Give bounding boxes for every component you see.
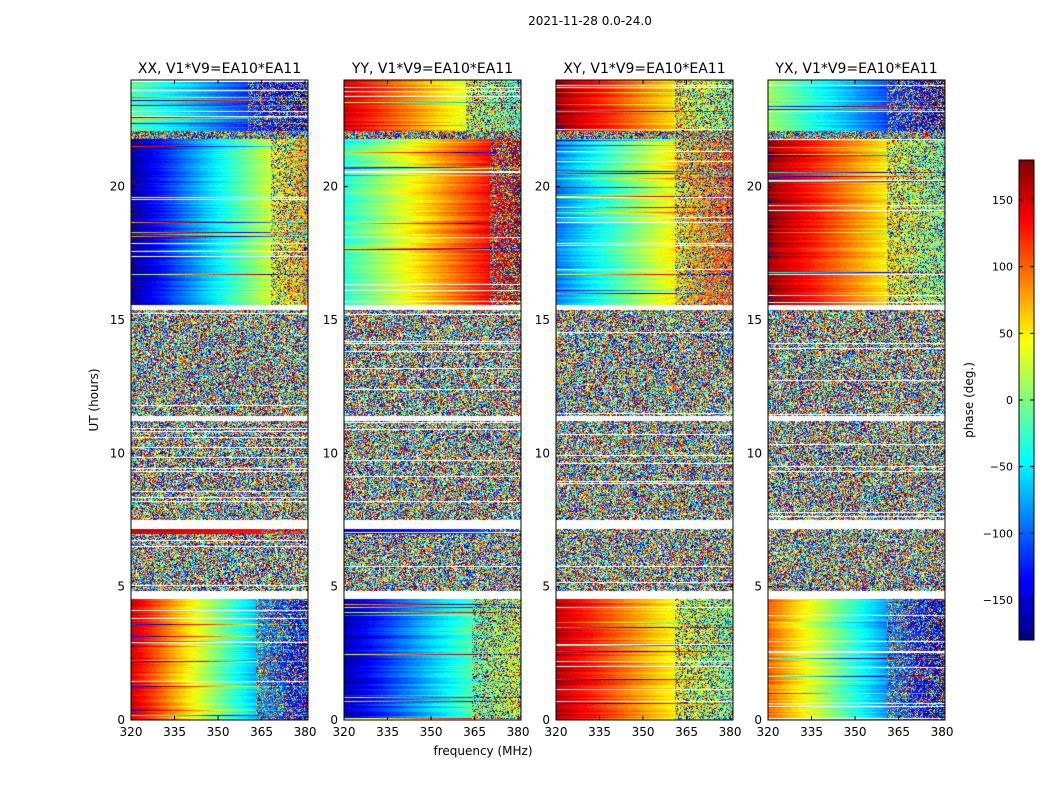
y-tick-label: 10 [535, 446, 550, 460]
panel-title-yy: YY, V1*V9=EA10*EA11 [351, 61, 513, 77]
x-tick-label: 320 [333, 725, 356, 739]
colorbar-tick-label: 100 [992, 261, 1013, 274]
colorbar: −150 −100 −50 0 50 100 150 phase (deg.) [962, 159, 1035, 641]
y-tick-label: 15 [323, 313, 338, 327]
y-tick-label: 20 [323, 180, 338, 194]
colorbar-tick-label: 50 [999, 327, 1013, 340]
y-tick-label: 5 [117, 580, 125, 594]
panel-title-xx: XX, V1*V9=EA10*EA11 [138, 61, 301, 77]
y-tick-label: 10 [110, 446, 125, 460]
colorbar-tick-label: −100 [983, 527, 1013, 540]
x-tick-label: 335 [376, 725, 399, 739]
y-tick-label: 0 [754, 713, 762, 727]
x-tick-label: 350 [632, 725, 655, 739]
panel-frame-xy [555, 79, 734, 721]
heatmap-image-yy [344, 80, 521, 720]
colorbar-tick-label: 150 [992, 194, 1013, 207]
x-tick-label: 335 [588, 725, 611, 739]
x-tick-label: 380 [931, 725, 954, 739]
y-tick-label: 10 [323, 446, 338, 460]
x-tick-label: 380 [294, 725, 317, 739]
y-tick-label: 15 [110, 313, 125, 327]
panel-xy: XY, V1*V9=EA10*EA11 320 335 350 365 380 0 5 10 15… [535, 61, 742, 739]
panels-group: XX, V1*V9=EA10*EA11 320 335 350 365 380 0 5 10 15… [110, 61, 954, 739]
y-tick-label: 0 [117, 713, 125, 727]
y-tick-label: 0 [542, 713, 550, 727]
colorbar-tick-label: −50 [990, 461, 1013, 474]
x-tick-label: 320 [545, 725, 568, 739]
x-tick-label: 335 [800, 725, 823, 739]
panel-title-yx: YX, V1*V9=EA10*EA11 [774, 61, 937, 77]
panel-xx: XX, V1*V9=EA10*EA11 320 335 350 365 380 0 5 10 15… [110, 61, 317, 739]
y-tick-label: 5 [542, 580, 550, 594]
panel-frame-xx [130, 79, 309, 721]
y-tick-label: 5 [330, 580, 338, 594]
x-tick-label: 335 [163, 725, 186, 739]
x-tick-label: 350 [420, 725, 443, 739]
x-tick-label: 365 [675, 725, 698, 739]
y-tick-label: 15 [747, 313, 762, 327]
heatmap-image-yx [768, 80, 945, 720]
x-tick-label: 380 [719, 725, 742, 739]
x-tick-label: 320 [757, 725, 780, 739]
y-tick-label: 0 [330, 713, 338, 727]
y-tick-label: 5 [754, 580, 762, 594]
panel-yx: YX, V1*V9=EA10*EA11 320 335 350 365 380 0 5 10 15… [747, 61, 954, 739]
colorbar-tick-label: −150 [983, 594, 1013, 607]
panel-title-xy: XY, V1*V9=EA10*EA11 [563, 61, 725, 77]
x-axis-label: frequency (MHz) [433, 744, 532, 758]
panel-frame-yy [343, 79, 522, 721]
x-tick-label: 365 [463, 725, 486, 739]
figure-suptitle: 2021-11-28 0.0-24.0 [528, 14, 652, 28]
colorbar-tick-label: 0 [1006, 394, 1013, 407]
heatmap-image-xx [131, 80, 308, 720]
y-tick-label: 20 [110, 180, 125, 194]
panel-yy: YY, V1*V9=EA10*EA11 320 335 350 365 380 0 5 10 15… [323, 61, 530, 739]
x-tick-label: 365 [887, 725, 910, 739]
panel-frame-yx [767, 79, 946, 721]
y-tick-label: 20 [747, 180, 762, 194]
y-tick-label: 15 [535, 313, 550, 327]
y-axis-label: UT (hours) [87, 368, 101, 431]
x-tick-label: 320 [120, 725, 143, 739]
colorbar-label: phase (deg.) [962, 362, 976, 438]
x-tick-label: 350 [844, 725, 867, 739]
x-tick-label: 380 [507, 725, 530, 739]
x-tick-label: 365 [250, 725, 273, 739]
y-tick-label: 20 [535, 180, 550, 194]
y-tick-label: 10 [747, 446, 762, 460]
heatmap-image-xy [556, 80, 733, 720]
x-tick-label: 350 [207, 725, 230, 739]
